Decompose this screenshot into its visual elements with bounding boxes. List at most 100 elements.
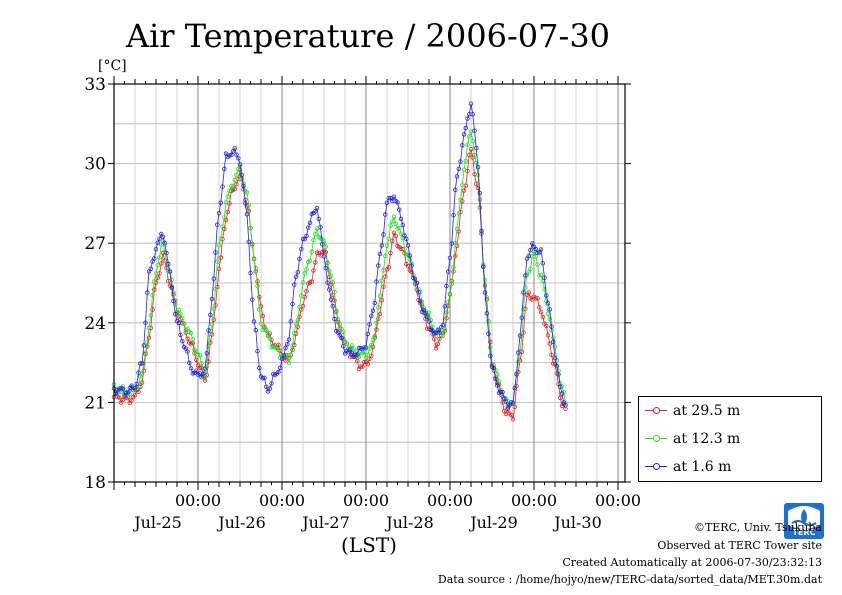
data-point bbox=[472, 128, 477, 133]
x-tick-time-label: 00:00 bbox=[511, 491, 557, 510]
data-point bbox=[299, 293, 304, 298]
data-point bbox=[337, 322, 342, 327]
data-point bbox=[495, 372, 500, 377]
data-point bbox=[461, 132, 467, 137]
data-point bbox=[244, 212, 250, 217]
x-tick-date-label: Jul-25 bbox=[132, 513, 182, 532]
data-point bbox=[341, 329, 346, 334]
data-point bbox=[433, 346, 439, 351]
data-point bbox=[540, 261, 545, 266]
data-point bbox=[538, 247, 544, 252]
series-line bbox=[113, 103, 566, 409]
data-point bbox=[379, 243, 384, 248]
data-point bbox=[117, 395, 122, 400]
data-point bbox=[134, 381, 139, 387]
data-point bbox=[309, 249, 314, 254]
data-point bbox=[204, 351, 209, 356]
data-point bbox=[181, 321, 187, 326]
data-point bbox=[423, 311, 428, 316]
data-point bbox=[145, 340, 150, 345]
data-point bbox=[545, 333, 551, 338]
data-point bbox=[461, 188, 467, 193]
chart-title: Air Temperature / 2006-07-30 bbox=[125, 17, 610, 55]
data-point bbox=[234, 152, 239, 157]
x-tick-date-label: Jul-29 bbox=[468, 513, 518, 532]
data-point bbox=[239, 172, 244, 178]
data-point bbox=[451, 265, 456, 270]
footer-source: Data source : /home/hojyo/new/TERC-data/… bbox=[437, 573, 822, 586]
data-point bbox=[409, 269, 414, 274]
data-point bbox=[288, 353, 293, 358]
data-point bbox=[533, 254, 538, 259]
data-point bbox=[330, 280, 335, 285]
data-point bbox=[255, 349, 260, 354]
data-point bbox=[155, 275, 160, 280]
data-point bbox=[230, 149, 236, 154]
data-point bbox=[209, 322, 215, 327]
data-point bbox=[467, 152, 472, 158]
data-point bbox=[442, 327, 447, 332]
legend-label: at 1.6 m bbox=[673, 459, 732, 475]
data-point bbox=[381, 268, 386, 273]
data-point bbox=[190, 337, 195, 342]
data-point bbox=[421, 305, 426, 310]
data-point bbox=[526, 253, 531, 259]
data-point bbox=[304, 233, 309, 238]
data-point bbox=[220, 184, 225, 189]
data-point bbox=[295, 270, 300, 275]
data-point bbox=[155, 240, 160, 245]
data-point bbox=[171, 290, 176, 295]
data-point bbox=[209, 296, 215, 302]
data-point bbox=[206, 343, 211, 349]
data-point bbox=[370, 308, 376, 313]
data-point bbox=[169, 277, 174, 282]
data-point bbox=[376, 316, 381, 321]
data-point bbox=[223, 200, 229, 205]
data-point bbox=[491, 365, 496, 371]
data-point bbox=[211, 317, 216, 322]
data-point bbox=[218, 236, 223, 241]
data-point bbox=[558, 384, 563, 389]
data-point bbox=[474, 160, 479, 166]
data-point bbox=[470, 138, 475, 144]
data-point bbox=[530, 241, 535, 246]
data-point bbox=[488, 345, 493, 350]
y-tick-label: 24 bbox=[84, 314, 106, 334]
data-point bbox=[521, 290, 526, 295]
data-point bbox=[332, 316, 337, 322]
data-point bbox=[257, 307, 262, 312]
data-point bbox=[358, 364, 363, 369]
data-point bbox=[486, 331, 491, 336]
data-point bbox=[187, 360, 192, 365]
data-point bbox=[547, 341, 552, 346]
data-point bbox=[533, 246, 538, 252]
data-point bbox=[241, 183, 246, 189]
data-point bbox=[139, 371, 145, 377]
data-point bbox=[486, 319, 491, 324]
x-axis-label: (LST) bbox=[341, 533, 397, 557]
data-point bbox=[120, 397, 125, 403]
data-point bbox=[521, 307, 526, 312]
data-point bbox=[383, 274, 388, 279]
data-point bbox=[323, 244, 328, 249]
data-point bbox=[374, 279, 379, 284]
data-point bbox=[215, 222, 220, 227]
data-point bbox=[369, 313, 374, 319]
data-point bbox=[253, 265, 258, 271]
data-point bbox=[306, 225, 311, 230]
data-point bbox=[549, 352, 554, 357]
data-point bbox=[216, 243, 222, 248]
data-point bbox=[325, 260, 330, 265]
data-point bbox=[384, 243, 390, 248]
data-point bbox=[227, 188, 232, 193]
data-point bbox=[537, 305, 542, 310]
data-point bbox=[278, 365, 283, 371]
legend: at 29.5 m at 12.3 m at 1.6 m bbox=[638, 396, 822, 482]
data-point bbox=[374, 320, 379, 326]
data-point bbox=[416, 290, 421, 295]
data-point bbox=[391, 194, 397, 199]
axes: 18 21 24 27 30 33 00:00 Jul-25 00:00 Jul-26 00:00 J… bbox=[84, 75, 641, 532]
plot-border bbox=[113, 83, 626, 483]
data-point bbox=[171, 298, 176, 304]
data-point bbox=[512, 386, 517, 391]
